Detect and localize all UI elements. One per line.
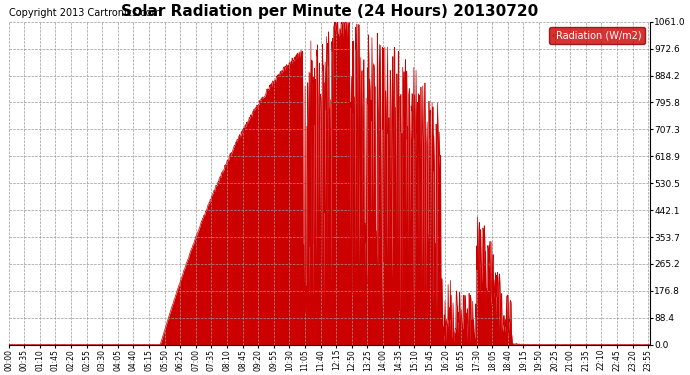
Legend: Radiation (W/m2): Radiation (W/m2) bbox=[549, 27, 645, 44]
Title: Solar Radiation per Minute (24 Hours) 20130720: Solar Radiation per Minute (24 Hours) 20… bbox=[121, 4, 538, 19]
Text: Copyright 2013 Cartronics.com: Copyright 2013 Cartronics.com bbox=[9, 9, 161, 18]
